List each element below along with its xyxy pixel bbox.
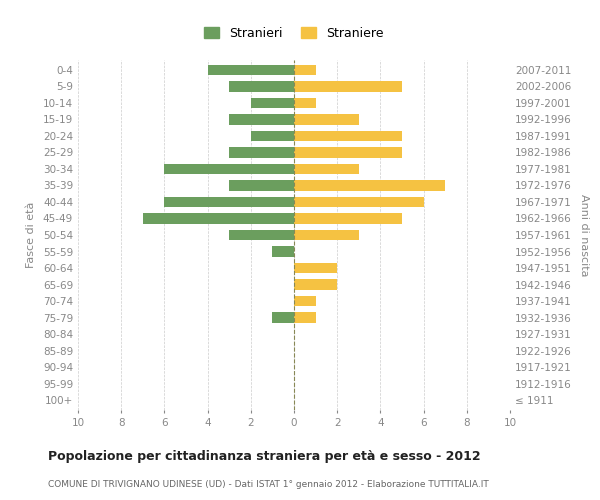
Bar xyxy=(294,180,445,191)
Text: COMUNE DI TRIVIGNANO UDINESE (UD) - Dati ISTAT 1° gennaio 2012 - Elaborazione TU: COMUNE DI TRIVIGNANO UDINESE (UD) - Dati… xyxy=(48,480,489,489)
Bar xyxy=(229,114,294,125)
Bar xyxy=(294,130,402,141)
Bar xyxy=(294,262,337,274)
Bar xyxy=(294,64,316,76)
Bar xyxy=(229,147,294,158)
Bar xyxy=(251,130,294,141)
Bar xyxy=(229,180,294,191)
Bar xyxy=(251,98,294,108)
Text: Popolazione per cittadinanza straniera per età e sesso - 2012: Popolazione per cittadinanza straniera p… xyxy=(48,450,481,463)
Bar xyxy=(272,246,294,257)
Bar xyxy=(272,312,294,323)
Bar xyxy=(294,230,359,240)
Bar xyxy=(208,64,294,76)
Legend: Stranieri, Straniere: Stranieri, Straniere xyxy=(198,21,390,46)
Bar xyxy=(294,147,402,158)
Bar xyxy=(294,312,316,323)
Bar xyxy=(229,81,294,92)
Bar xyxy=(294,279,337,290)
Bar xyxy=(294,98,316,108)
Bar xyxy=(143,213,294,224)
Bar xyxy=(294,81,402,92)
Bar xyxy=(164,196,294,207)
Bar xyxy=(294,296,316,306)
Bar xyxy=(294,164,359,174)
Y-axis label: Anni di nascita: Anni di nascita xyxy=(578,194,589,276)
Bar xyxy=(229,230,294,240)
Bar xyxy=(294,213,402,224)
Y-axis label: Fasce di età: Fasce di età xyxy=(26,202,36,268)
Bar xyxy=(294,114,359,125)
Bar xyxy=(294,196,424,207)
Bar xyxy=(164,164,294,174)
